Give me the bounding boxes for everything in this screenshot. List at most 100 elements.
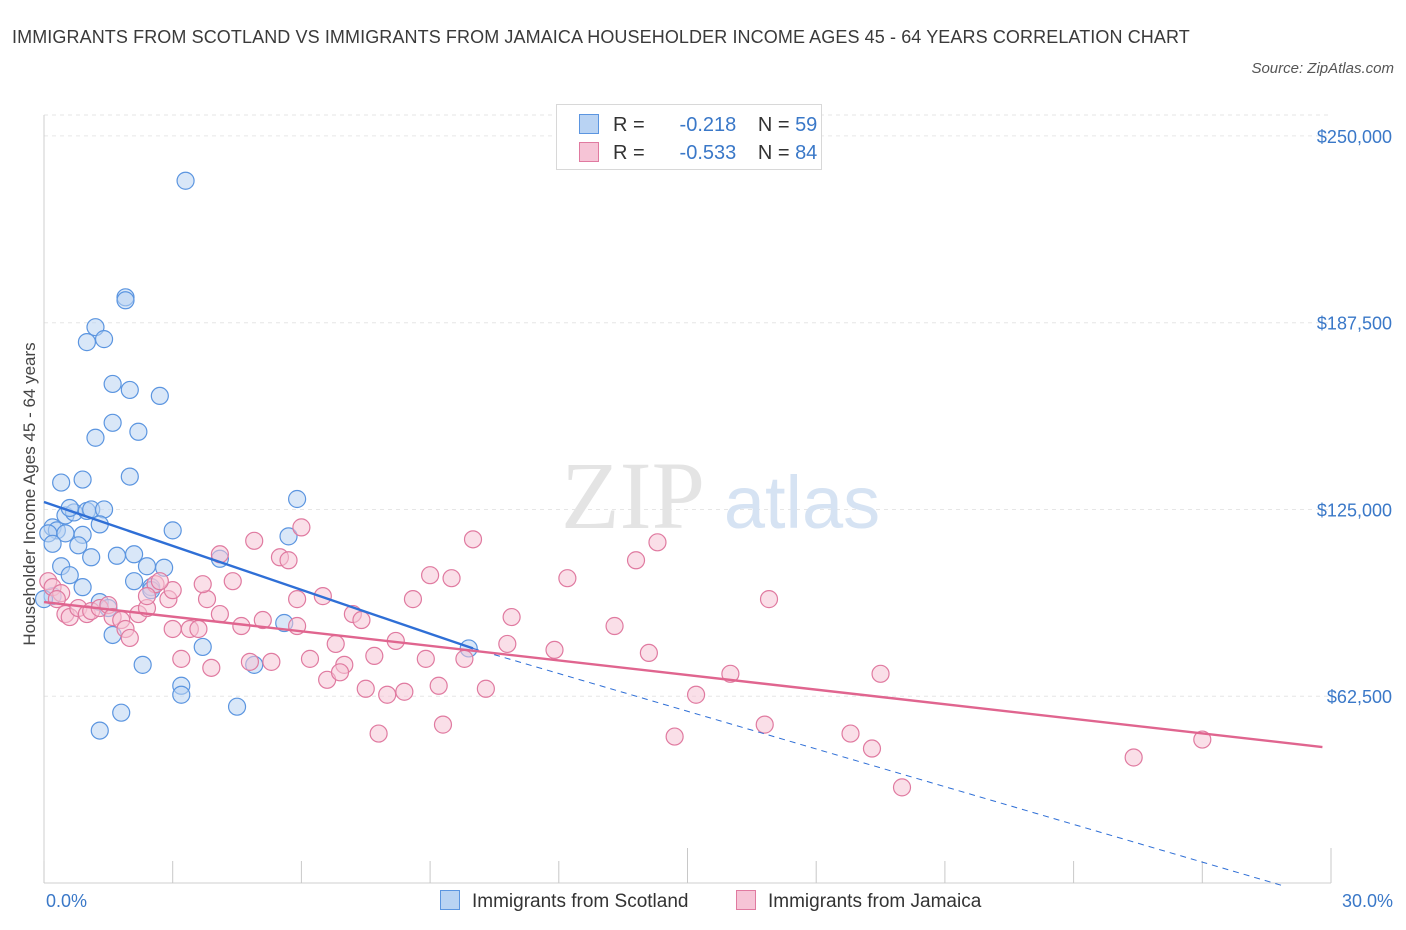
data-point-jamaica	[455, 649, 474, 668]
data-point-jamaica	[892, 778, 912, 797]
watermark-atlas: atlas	[724, 461, 880, 544]
data-point-jamaica	[433, 715, 453, 734]
data-point-scotland	[193, 637, 212, 657]
data-point-jamaica	[498, 634, 517, 654]
data-point-scotland	[103, 374, 122, 394]
data-point-jamaica	[223, 572, 242, 591]
data-point-jamaica	[163, 581, 182, 600]
legend-n-value: 59	[795, 114, 818, 136]
data-point-scotland	[133, 655, 152, 674]
bottom-legend-label: Immigrants from Scotland	[472, 891, 689, 912]
bottom-legend-scotland: Immigrants from Scotland	[440, 890, 688, 913]
axes	[43, 115, 1332, 884]
data-point-scotland	[116, 291, 135, 310]
trend-line-scotland	[43, 500, 474, 650]
legend-r-label: R =	[613, 142, 645, 164]
legend-n-label: N =	[757, 114, 790, 136]
data-point-scotland	[120, 467, 139, 486]
legend-swatch-jamaica	[579, 142, 599, 162]
legend-r-value: -0.218	[679, 114, 737, 136]
data-point-jamaica	[665, 727, 684, 746]
data-point-jamaica	[193, 575, 212, 594]
y-tick-label: $187,500	[1317, 314, 1392, 334]
legend-n-label: N =	[757, 142, 790, 164]
data-point-scotland	[94, 500, 114, 519]
data-point-jamaica	[356, 679, 375, 698]
data-point-jamaica	[245, 531, 264, 550]
data-point-scotland	[288, 489, 307, 509]
data-point-scotland	[52, 473, 71, 492]
data-point-jamaica	[365, 646, 384, 665]
data-point-scotland	[77, 333, 97, 352]
y-tick-labels: $62,500 $125,000 $187,500 $250,000	[1317, 127, 1392, 707]
trend-line-jamaica	[43, 600, 1323, 749]
data-point-jamaica	[137, 587, 157, 606]
data-point-jamaica	[172, 649, 191, 668]
legend-n-value: 84	[795, 142, 818, 164]
trend-line-extension-scotland	[472, 647, 1284, 887]
data-point-jamaica	[421, 566, 440, 585]
y-tick-label: $250,000	[1317, 127, 1392, 147]
data-point-scotland	[124, 545, 144, 564]
data-point-jamaica	[686, 685, 706, 704]
data-point-jamaica	[202, 658, 221, 677]
data-point-scotland	[124, 572, 144, 591]
data-point-jamaica	[476, 679, 495, 698]
data-point-scotland	[176, 171, 195, 190]
data-point-jamaica	[416, 649, 435, 668]
watermark: ZIP atlas	[561, 442, 880, 549]
data-point-jamaica	[197, 590, 217, 609]
data-point-scotland	[163, 521, 182, 540]
legend-r-value: -0.533	[679, 142, 737, 164]
data-point-jamaica	[871, 664, 890, 683]
data-point-jamaica	[352, 610, 371, 630]
x-tick-label-max: 30.0%	[1342, 891, 1393, 911]
data-point-jamaica	[403, 590, 423, 609]
data-point-scotland	[129, 422, 148, 441]
bottom-legend-swatch-jamaica	[736, 890, 756, 910]
x-tick-label-min: 0.0%	[46, 891, 87, 911]
data-point-jamaica	[378, 685, 397, 704]
data-point-jamaica	[253, 610, 272, 630]
data-point-jamaica	[545, 640, 564, 660]
data-point-jamaica	[292, 518, 311, 537]
data-point-scotland	[43, 534, 62, 553]
data-point-jamaica	[395, 682, 414, 701]
data-point-jamaica	[300, 649, 320, 668]
data-point-scotland	[69, 536, 88, 555]
data-point-jamaica	[502, 607, 521, 627]
data-point-jamaica	[759, 590, 779, 609]
legend-r-label: R =	[613, 114, 645, 136]
data-point-jamaica	[150, 572, 169, 591]
data-point-scotland	[279, 527, 298, 546]
data-point-jamaica	[648, 533, 667, 552]
bottom-legend-label: Immigrants from Jamaica	[768, 891, 982, 912]
x-tick-labels: 0.0% 30.0%	[46, 891, 1393, 911]
data-point-jamaica	[189, 619, 208, 639]
data-point-scotland	[107, 546, 127, 565]
data-point-jamaica	[210, 604, 229, 624]
data-point-jamaica	[463, 530, 483, 549]
legend-row-jamaica: R = -0.533 N = 84	[579, 141, 817, 165]
data-point-scotland	[227, 697, 247, 716]
correlation-legend: R = -0.218 N = 59 R = -0.533 N = 84	[556, 104, 822, 170]
data-point-jamaica	[288, 590, 307, 609]
bottom-legend-jamaica: Immigrants from Jamaica	[736, 890, 981, 913]
chart-source: Source: ZipAtlas.com	[1251, 60, 1394, 77]
legend-row-scotland: R = -0.218 N = 59	[579, 113, 817, 137]
data-point-jamaica	[120, 628, 139, 648]
data-point-scotland	[150, 386, 169, 406]
data-point-jamaica	[326, 634, 345, 654]
data-point-jamaica	[639, 643, 658, 662]
watermark-zip: ZIP	[561, 442, 705, 549]
bottom-legend-swatch-scotland	[440, 890, 460, 910]
data-point-jamaica	[721, 664, 740, 683]
data-point-scotland	[60, 566, 79, 585]
trend-lines	[43, 500, 1323, 887]
data-point-scotland	[73, 578, 92, 597]
data-point-jamaica	[862, 739, 882, 758]
data-point-scotland	[82, 548, 101, 567]
data-point-jamaica	[1193, 730, 1212, 749]
data-point-jamaica	[369, 724, 388, 743]
